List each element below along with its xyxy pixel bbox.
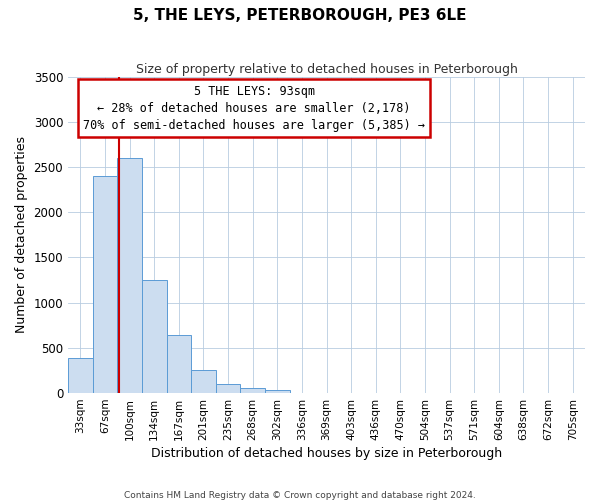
- Bar: [216, 384, 241, 393]
- X-axis label: Distribution of detached houses by size in Peterborough: Distribution of detached houses by size …: [151, 447, 502, 460]
- Y-axis label: Number of detached properties: Number of detached properties: [15, 136, 28, 334]
- Bar: [241, 388, 265, 393]
- Bar: [167, 335, 191, 393]
- Text: Contains HM Land Registry data © Crown copyright and database right 2024.: Contains HM Land Registry data © Crown c…: [124, 490, 476, 500]
- Bar: [117, 158, 142, 393]
- Bar: [92, 176, 117, 393]
- Title: Size of property relative to detached houses in Peterborough: Size of property relative to detached ho…: [136, 62, 517, 76]
- Text: 5, THE LEYS, PETERBOROUGH, PE3 6LE: 5, THE LEYS, PETERBOROUGH, PE3 6LE: [133, 8, 467, 22]
- Bar: [68, 358, 92, 393]
- Bar: [142, 280, 167, 393]
- Text: 5 THE LEYS: 93sqm
← 28% of detached houses are smaller (2,178)
70% of semi-detac: 5 THE LEYS: 93sqm ← 28% of detached hous…: [83, 84, 425, 132]
- Bar: [191, 370, 216, 393]
- Bar: [265, 390, 290, 393]
